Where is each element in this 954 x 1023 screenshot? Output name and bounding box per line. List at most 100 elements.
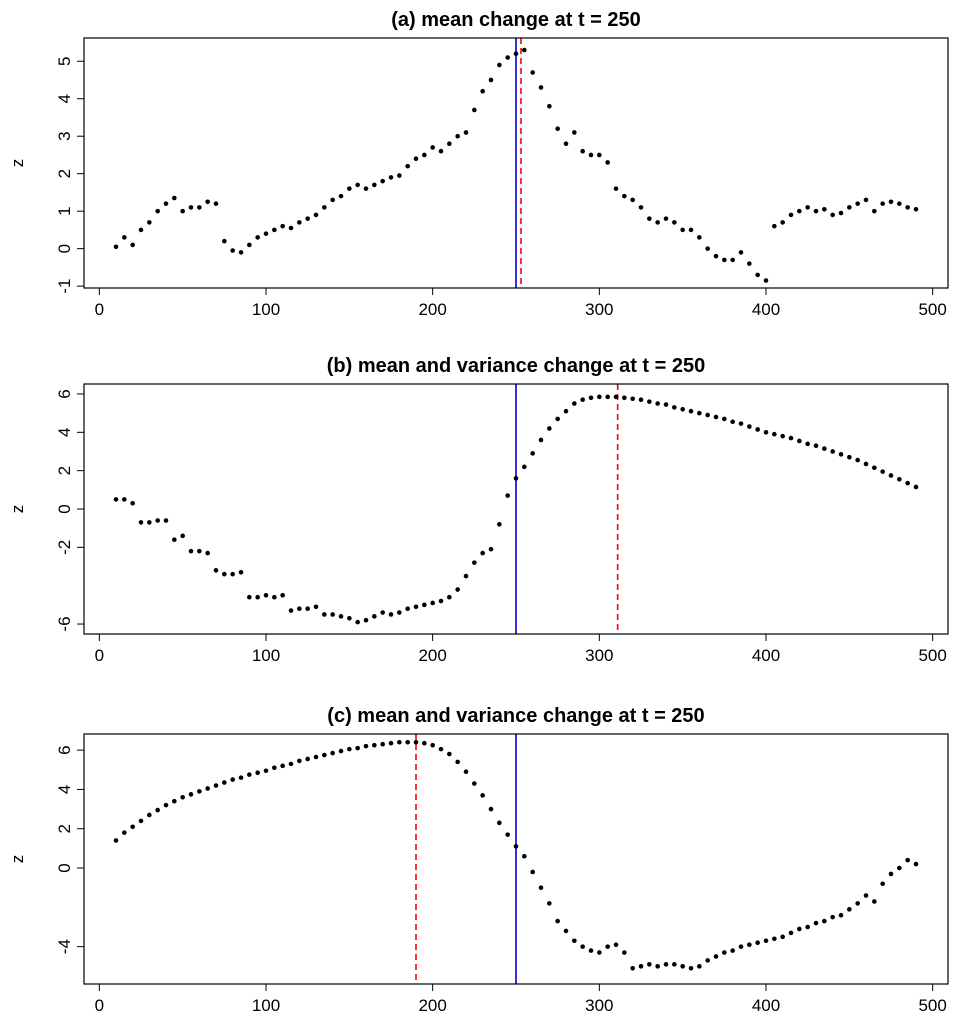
point: [413, 739, 419, 745]
point: [463, 573, 469, 579]
point: [472, 107, 477, 113]
point: [172, 537, 177, 542]
point: [905, 205, 910, 210]
point: [613, 186, 619, 191]
point: [647, 399, 652, 404]
point: [655, 220, 660, 225]
point: [488, 77, 494, 83]
y-tick-label: -6: [55, 616, 74, 631]
point: [113, 244, 119, 250]
point: [863, 197, 869, 203]
point: [397, 173, 402, 178]
point: [272, 765, 277, 771]
point: [572, 401, 577, 406]
x-tick-label: 200: [418, 300, 446, 319]
point: [438, 148, 444, 154]
point: [205, 550, 210, 556]
point: [663, 216, 669, 221]
point: [672, 220, 677, 225]
point: [838, 912, 844, 918]
point: [338, 193, 344, 199]
point: [763, 938, 769, 944]
point: [222, 780, 227, 785]
x-tick-label: 300: [585, 996, 613, 1015]
point: [688, 408, 694, 414]
point: [730, 257, 735, 263]
point: [288, 608, 294, 613]
chart-title: (c) mean and variance change at t = 250: [327, 705, 704, 727]
point: [597, 394, 602, 400]
point: [680, 407, 685, 412]
y-axis-label: z: [8, 159, 27, 168]
point: [822, 446, 827, 451]
point: [888, 473, 894, 478]
point: [580, 397, 585, 403]
point: [572, 130, 577, 135]
point: [763, 430, 769, 435]
point: [897, 476, 902, 482]
x-tick-label: 100: [252, 646, 280, 665]
point: [780, 220, 785, 225]
point: [555, 918, 560, 924]
point: [122, 497, 127, 502]
point: [838, 210, 844, 216]
point: [563, 928, 569, 934]
point: [430, 742, 435, 748]
point: [180, 794, 185, 800]
point: [413, 604, 419, 610]
point: [513, 476, 519, 481]
point: [747, 424, 752, 429]
point: [255, 594, 260, 600]
point: [580, 944, 585, 949]
x-tick-label: 300: [585, 646, 613, 665]
point: [280, 223, 285, 229]
point: [605, 394, 610, 400]
point: [313, 754, 319, 760]
point: [180, 208, 185, 214]
point: [730, 948, 735, 953]
point: [113, 497, 119, 502]
point: [172, 195, 177, 201]
point: [380, 610, 385, 615]
plot-frame: [83, 733, 949, 985]
x-tick-label: 500: [918, 300, 946, 319]
point: [488, 546, 494, 552]
point: [480, 550, 485, 556]
point: [563, 408, 569, 414]
point: [588, 152, 594, 158]
point: [138, 818, 144, 824]
point: [147, 812, 152, 818]
point: [280, 763, 285, 769]
point: [497, 62, 502, 68]
point: [630, 396, 635, 402]
point: [788, 930, 794, 936]
point: [330, 197, 335, 203]
point: [155, 807, 160, 813]
point: [497, 820, 502, 826]
point: [497, 522, 502, 527]
point: [155, 208, 160, 214]
point: [688, 227, 694, 233]
point: [605, 160, 610, 165]
point: [305, 216, 310, 221]
point: [355, 182, 360, 188]
point: [672, 962, 677, 967]
point: [305, 606, 310, 611]
plot-frame: [83, 37, 949, 289]
y-tick-label: 0: [55, 244, 74, 253]
point: [363, 743, 369, 749]
point: [297, 220, 302, 225]
point: [463, 130, 469, 135]
point: [755, 940, 760, 946]
point: [513, 844, 519, 849]
point: [413, 156, 419, 161]
point: [380, 178, 385, 184]
point: [705, 958, 710, 963]
point: [288, 761, 294, 767]
x-tick-label: 400: [752, 996, 780, 1015]
point: [163, 201, 169, 206]
point: [638, 964, 644, 969]
point: [880, 881, 885, 887]
point: [138, 520, 144, 525]
